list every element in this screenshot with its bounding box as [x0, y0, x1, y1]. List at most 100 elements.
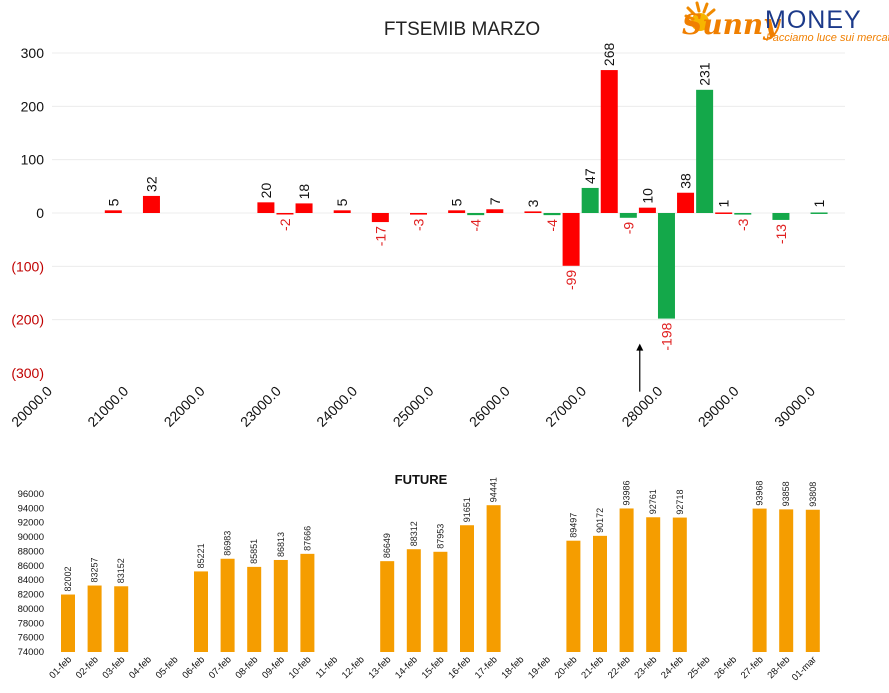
top-value-labels: 5 32 20 -2 18 5 -17 -3 5 -4 7 3 -4 -99 47 268 -9 10 -198 38…	[105, 43, 827, 351]
bottom-bar	[87, 585, 102, 652]
top-data-label: 20	[258, 183, 274, 199]
top-bar	[371, 213, 389, 223]
top-x-tick-label: 27000.0	[542, 383, 589, 430]
top-chart-title: FTSEMIB MARZO	[384, 19, 540, 40]
bottom-data-label: 93808	[808, 482, 818, 507]
bottom-y-tick-label: 96000	[18, 489, 44, 500]
top-x-tick-label: 25000.0	[390, 383, 437, 430]
bottom-data-label: 86649	[382, 533, 392, 558]
top-x-tick-label: 23000.0	[237, 383, 284, 430]
bottom-x-tick-label: 18-feb	[499, 654, 526, 681]
bottom-bar	[593, 535, 607, 652]
bottom-x-tick-label: 05-feb	[154, 654, 181, 681]
bottom-bar	[406, 549, 421, 652]
top-y-tick-label: 100	[21, 152, 45, 168]
bottom-data-label: 91651	[462, 497, 472, 522]
bottom-data-label: 90172	[595, 508, 605, 533]
arrow-head	[636, 343, 644, 351]
top-bar	[638, 207, 656, 213]
top-bar	[696, 89, 714, 213]
top-data-label: -17	[372, 226, 388, 246]
top-x-tick-label: 28000.0	[618, 383, 665, 430]
bottom-y-tick-label: 74000	[18, 647, 44, 658]
top-y-tick-label: (100)	[11, 258, 44, 274]
top-data-label: 1	[716, 200, 732, 208]
bottom-y-tick-label: 82000	[18, 590, 44, 601]
bottom-data-label: 93858	[781, 481, 791, 506]
bottom-x-tick-label: 27-feb	[739, 654, 766, 681]
bottom-x-tick-label: 19-feb	[526, 654, 553, 681]
top-bar	[810, 212, 828, 214]
top-data-label: -3	[735, 218, 751, 231]
top-x-axis: 20000.0 21000.0 22000.0 23000.0 24000.0 25000…	[8, 383, 818, 430]
bottom-data-label: 94441	[489, 477, 499, 502]
bottom-x-tick-label: 26-feb	[712, 654, 739, 681]
bottom-chart-title: FUTURE	[395, 472, 448, 487]
bottom-bar	[194, 571, 208, 652]
bottom-x-tick-label: 08-feb	[233, 654, 260, 681]
bottom-x-tick-label: 22-feb	[606, 654, 633, 681]
bottom-x-tick-label: 01-mar	[790, 654, 819, 683]
bottom-bar	[114, 586, 129, 652]
bottom-x-tick-label: 11-feb	[314, 654, 340, 680]
bottom-x-tick-label: 04-feb	[127, 654, 154, 681]
top-bar	[257, 202, 275, 213]
top-bar	[295, 203, 313, 213]
top-bar	[524, 211, 542, 213]
bottom-x-tick-label: 03-feb	[100, 654, 127, 681]
top-data-label: 1	[811, 200, 827, 208]
top-data-label: -198	[658, 322, 674, 350]
bottom-x-tick-label: 02-feb	[74, 654, 101, 681]
bottom-x-tick-label: 01-feb	[47, 654, 74, 681]
top-y-axis: 300 200 100 0 (100) (200) (300)	[11, 45, 44, 381]
bottom-data-label: 82002	[63, 566, 73, 591]
bottom-y-tick-label: 86000	[18, 561, 44, 572]
top-bar	[448, 210, 466, 213]
bottom-x-tick-label: 20-feb	[553, 654, 580, 681]
top-bar	[142, 195, 160, 213]
top-x-tick-label: 26000.0	[466, 383, 513, 430]
top-data-label: 10	[639, 188, 655, 204]
top-x-tick-label: 20000.0	[8, 383, 55, 430]
top-bar	[276, 213, 294, 215]
bottom-x-tick-label: 09-feb	[260, 654, 287, 681]
top-y-tick-label: 200	[21, 98, 45, 114]
bottom-bar	[220, 558, 235, 652]
top-x-tick-label: 22000.0	[161, 383, 208, 430]
bottom-x-tick-label: 28-feb	[765, 654, 792, 681]
logo-money-text: MONEY	[765, 6, 862, 34]
bottom-value-labels: 82002 83257 83152 85221 86983 85851 86813 87666…	[63, 477, 818, 591]
bottom-bar	[380, 561, 395, 652]
bottom-x-tick-label: 23-feb	[632, 654, 659, 681]
bottom-data-label: 87953	[435, 524, 445, 549]
top-bar	[333, 210, 351, 213]
bottom-data-label: 92761	[648, 489, 658, 514]
top-bar	[715, 212, 733, 214]
bottom-bars	[61, 505, 820, 652]
top-bars	[104, 70, 828, 319]
bottom-x-tick-label: 21-feb	[579, 654, 606, 681]
bottom-bar	[247, 566, 262, 652]
bottom-y-tick-label: 92000	[18, 518, 44, 529]
bottom-x-tick-label: 13-feb	[366, 654, 393, 681]
top-bar	[619, 213, 637, 218]
bottom-x-tick-label: 10-feb	[287, 654, 314, 681]
top-data-label: -99	[563, 270, 579, 290]
bottom-data-label: 83257	[90, 557, 100, 582]
bottom-bar	[646, 517, 661, 652]
bottom-data-label: 89497	[568, 513, 578, 538]
top-data-label: -13	[773, 224, 789, 244]
bottom-x-tick-label: 07-feb	[207, 654, 234, 681]
bottom-bar	[486, 505, 501, 652]
top-data-label: -2	[277, 218, 293, 231]
top-bar	[734, 213, 752, 215]
bottom-bar	[672, 517, 687, 652]
top-data-label: 38	[678, 173, 694, 189]
bottom-x-tick-label: 06-feb	[180, 654, 207, 681]
top-bar	[543, 213, 561, 216]
bottom-data-label: 93986	[622, 480, 632, 505]
bottom-x-tick-label: 17-feb	[473, 654, 500, 681]
top-data-label: 32	[143, 176, 159, 192]
bottom-bar	[61, 594, 75, 652]
top-x-tick-label: 21000.0	[84, 383, 131, 430]
